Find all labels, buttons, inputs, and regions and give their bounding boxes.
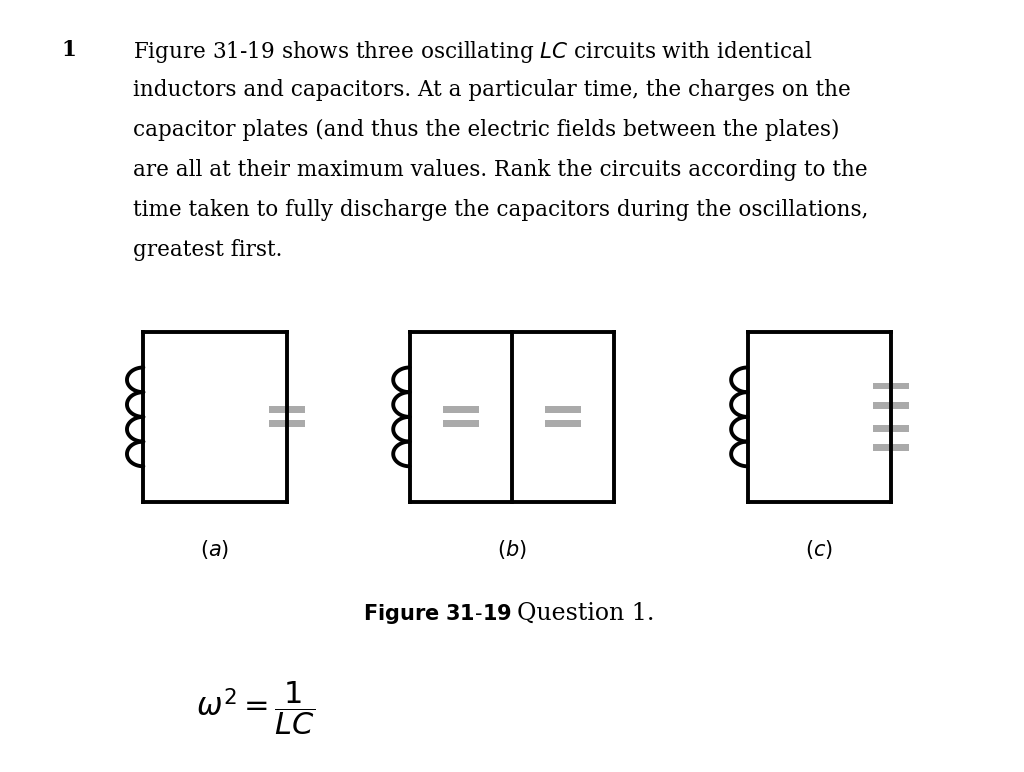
Text: 1: 1 (61, 39, 77, 60)
Text: are all at their maximum values. Rank the circuits according to the: are all at their maximum values. Rank th… (133, 159, 867, 181)
Text: $(\mathit{c})$: $(\mathit{c})$ (805, 538, 834, 561)
Bar (873, 401, 909, 409)
Text: $(\mathit{b})$: $(\mathit{b})$ (497, 538, 527, 561)
Text: inductors and capacitors. At a particular time, the charges on the: inductors and capacitors. At a particula… (133, 79, 851, 100)
Bar (546, 420, 582, 428)
Text: capacitor plates (and thus the electric fields between the plates): capacitor plates (and thus the electric … (133, 119, 840, 141)
Text: time taken to fully discharge the capacitors during the oscillations,: time taken to fully discharge the capaci… (133, 199, 868, 221)
Text: Question 1.: Question 1. (517, 602, 654, 625)
Bar (268, 420, 305, 428)
Text: $\omega^2 = \dfrac{1}{LC}$: $\omega^2 = \dfrac{1}{LC}$ (197, 679, 315, 737)
Bar (442, 420, 479, 428)
Text: greatest first.: greatest first. (133, 239, 283, 261)
Text: $(\mathit{a})$: $(\mathit{a})$ (201, 538, 229, 561)
Bar (442, 406, 479, 414)
Text: $\mathbf{Figure\ 31\text{-}19}$: $\mathbf{Figure\ 31\text{-}19}$ (364, 602, 512, 626)
Bar (546, 406, 582, 414)
Text: Figure 31-19 shows three oscillating $\it{LC}$ circuits with identical: Figure 31-19 shows three oscillating $\i… (133, 39, 812, 65)
Bar (873, 445, 909, 451)
Bar (873, 425, 909, 432)
Bar (268, 406, 305, 414)
Bar (873, 382, 909, 389)
